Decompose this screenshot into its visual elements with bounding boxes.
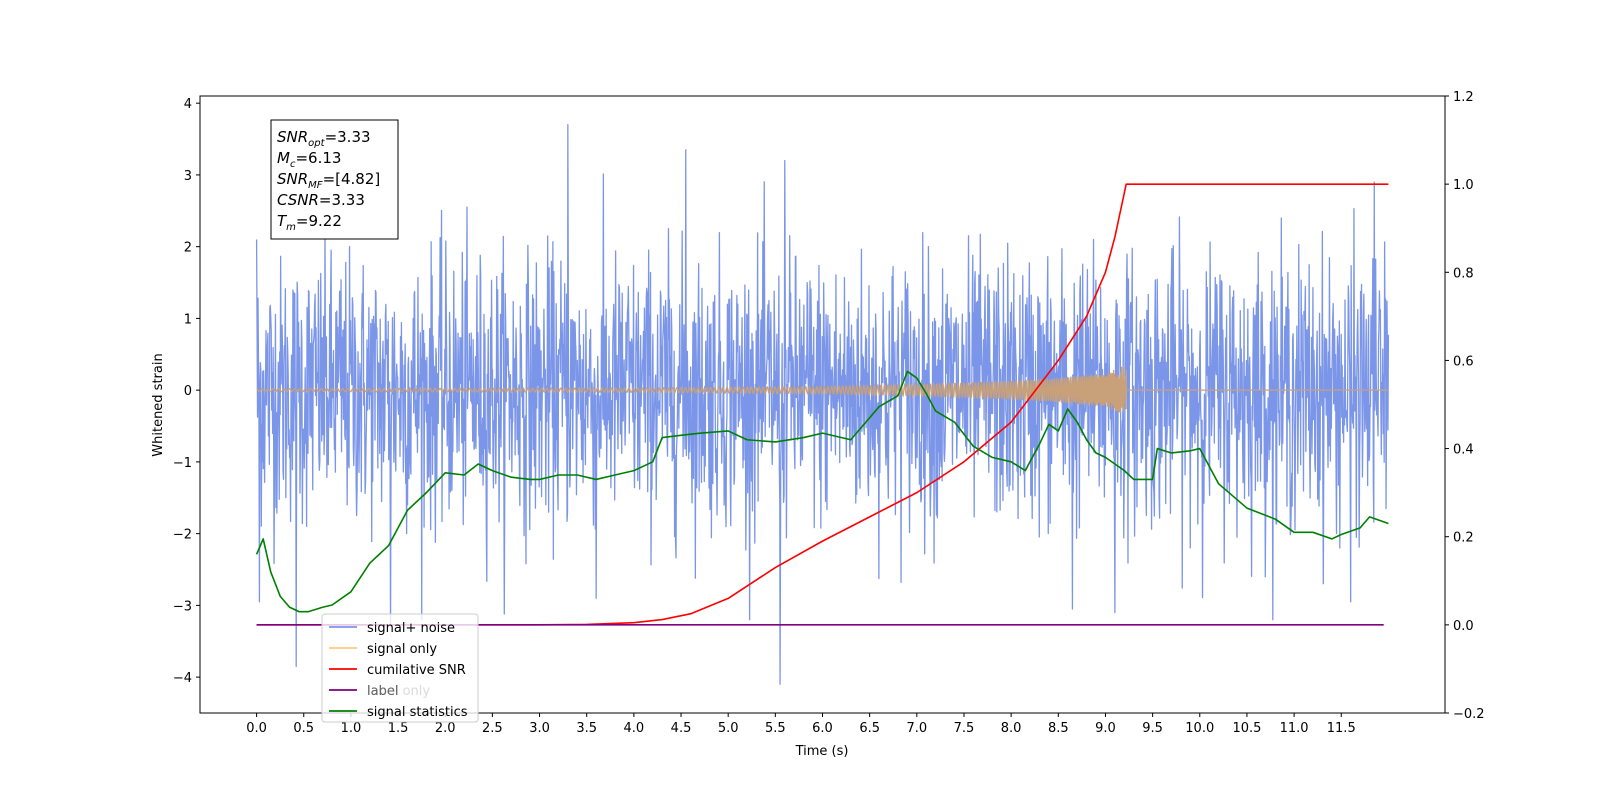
- legend-label: signal only: [367, 642, 437, 657]
- x-tick-label: 6.0: [812, 721, 833, 736]
- x-tick-label: 4.5: [671, 721, 692, 736]
- x-tick-label: 7.5: [954, 721, 975, 736]
- legend-frame: [321, 613, 479, 723]
- series-signal-statistics: [255, 370, 1389, 613]
- x-axis: 0.0 0.5 1.0 1.5 2.0 2.5 3.0 3.5 4.0 4.5 5.0 5.5 6.0 6…: [246, 713, 1356, 736]
- x-tick-label: 5.5: [765, 721, 786, 736]
- x-tick-label: 10.5: [1232, 721, 1261, 736]
- legend-label: label: [367, 684, 398, 699]
- series-signal-only: [256, 366, 1389, 413]
- y-tick-label: 0: [184, 384, 192, 399]
- stats-value: =9.22: [296, 212, 342, 230]
- series-cumulative-snr: [256, 183, 1389, 626]
- stats-line: CSNR=3.33: [277, 191, 365, 209]
- x-tick-label: 4.0: [624, 721, 645, 736]
- legend-label: signal statistics: [367, 705, 468, 720]
- y-tick-label: 4: [184, 97, 192, 112]
- x-tick-label: 6.5: [859, 721, 880, 736]
- x-tick-label: 11.0: [1280, 721, 1309, 736]
- x-tick-label: 3.0: [529, 721, 550, 736]
- x-tick-label: 2.5: [482, 721, 503, 736]
- y-tick-label: 1: [184, 312, 192, 327]
- x-tick-label: 1.5: [388, 721, 409, 736]
- stats-symbol: SNR: [277, 128, 308, 146]
- x-axis-label: Time (s): [795, 744, 849, 759]
- y-tick-label: −3: [173, 599, 192, 614]
- x-tick-label: 1.0: [341, 721, 362, 736]
- stats-box-frame: [270, 119, 399, 240]
- stats-line: Tm=9.22: [277, 212, 342, 233]
- stats-symbol: SNR: [277, 170, 308, 188]
- legend-ghost-label: label only: [367, 684, 430, 699]
- x-tick-label: 0.5: [293, 721, 314, 736]
- stats-value: =[4.82]: [323, 170, 381, 188]
- stats-subscript: opt: [308, 138, 325, 149]
- stats-line: SNRMF=[4.82]: [277, 170, 380, 191]
- stats-value: =3.33: [319, 191, 365, 209]
- y2-tick-label: 0.0: [1453, 619, 1474, 634]
- y-tick-label: −1: [173, 456, 192, 471]
- y-tick-label: −2: [173, 528, 192, 543]
- x-tick-label: 7.0: [906, 721, 927, 736]
- x-tick-label: 5.0: [718, 721, 739, 736]
- y2-tick-label: 0.6: [1453, 354, 1474, 369]
- y-tick-label: 3: [184, 169, 192, 184]
- x-tick-label: 3.5: [576, 721, 597, 736]
- y2-tick-label: 1.2: [1453, 90, 1474, 105]
- x-tick-label: 2.0: [435, 721, 456, 736]
- y-axis-left: −4 −3 −2 −1 0 1 2 3 4: [173, 97, 200, 686]
- legend: signal+ noise signal only cumilative SNR la…: [321, 613, 479, 723]
- stats-subscript: c: [290, 159, 296, 170]
- stats-line: SNRopt=3.33: [277, 128, 371, 149]
- stats-value: =3.33: [325, 128, 371, 146]
- stats-symbol: M: [277, 149, 290, 167]
- y2-tick-label: 1.0: [1453, 178, 1474, 193]
- stats-subscript: MF: [308, 180, 323, 191]
- x-tick-label: 8.5: [1048, 721, 1069, 736]
- stats-subscript: m: [286, 222, 296, 233]
- legend-label: signal+ noise: [367, 621, 455, 636]
- stats-line: Mc=6.13: [277, 149, 341, 170]
- y-tick-label: −4: [173, 671, 192, 686]
- y2-tick-label: 0.2: [1453, 531, 1474, 546]
- x-tick-label: 0.0: [246, 721, 267, 736]
- stats-box: SNRopt=3.33Mc=6.13SNRMF=[4.82]CSNR=3.33T…: [270, 119, 399, 240]
- y-axis-label: Whitened strain: [151, 353, 166, 456]
- x-tick-label: 10.0: [1185, 721, 1214, 736]
- y2-tick-label: −0.2: [1453, 707, 1485, 722]
- stats-symbol: T: [277, 212, 288, 230]
- stats-symbol: CSNR: [277, 191, 319, 209]
- x-tick-label: 8.0: [1001, 721, 1022, 736]
- x-tick-label: 9.0: [1095, 721, 1116, 736]
- x-tick-label: 9.5: [1142, 721, 1163, 736]
- y-tick-label: 2: [184, 241, 192, 256]
- legend-label: cumilative SNR: [367, 663, 466, 678]
- y-axis-right: −0.2 0.0 0.2 0.4 0.6 0.8 1.0 1.2: [1445, 90, 1485, 722]
- y2-tick-label: 0.4: [1453, 443, 1474, 458]
- y2-tick-label: 0.8: [1453, 266, 1474, 281]
- series-signal-noise: [255, 124, 1390, 685]
- x-tick-label: 11.5: [1327, 721, 1356, 736]
- stats-value: =6.13: [295, 149, 341, 167]
